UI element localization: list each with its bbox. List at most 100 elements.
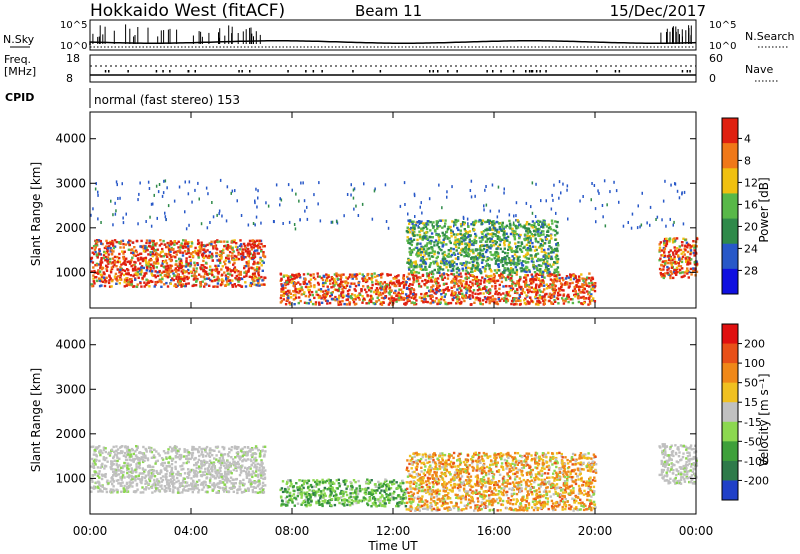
nave-dot: [530, 70, 533, 73]
scatter-cell: [436, 264, 440, 268]
scatter-cell: [137, 222, 139, 226]
scatter-cell: [380, 276, 383, 279]
scatter-cell: [261, 279, 264, 282]
scatter-cell: [413, 234, 416, 237]
scatter-cell: [467, 247, 471, 251]
scatter-cell: [458, 242, 461, 245]
scatter-cell: [515, 288, 519, 291]
scatter-cell: [282, 290, 285, 294]
scatter-cell: [551, 295, 554, 299]
scatter-cell: [256, 277, 259, 280]
scatter-cell: [514, 242, 517, 245]
scatter-cell: [557, 271, 560, 274]
scatter-cell: [179, 251, 182, 254]
scatter-cell: [681, 255, 685, 258]
scatter-cell: [528, 285, 531, 288]
scatter-cell: [287, 278, 290, 281]
scatter-cell: [148, 259, 151, 262]
scatter-cell: [375, 292, 378, 296]
scatter-cell: [412, 278, 416, 281]
scatter-cell: [153, 456, 157, 459]
scatter-cell: [521, 260, 525, 263]
scatter-cell: [460, 248, 463, 251]
scatter-cell: [465, 275, 468, 279]
scatter-cell: [438, 266, 441, 269]
scatter-cell: [224, 259, 227, 262]
scatter-cell: [156, 271, 159, 274]
scatter-cell: [385, 285, 389, 288]
scatter-cell: [537, 303, 540, 306]
scatter-cell: [528, 270, 531, 273]
scatter-cell: [379, 287, 382, 290]
scatter-cell: [222, 488, 225, 492]
scatter-cell: [224, 244, 227, 247]
scatter-cell: [149, 268, 152, 271]
scatter-cell: [170, 466, 174, 470]
scatter-cell: [560, 285, 563, 289]
scatter-cell: [543, 298, 547, 302]
scatter-cell: [105, 239, 108, 243]
scatter-cell: [441, 268, 445, 271]
scatter-cell: [130, 259, 133, 262]
scatter-cell: [370, 296, 373, 300]
scatter-cell: [426, 279, 429, 283]
scatter-cell: [537, 230, 540, 233]
scatter-cell: [550, 265, 553, 268]
scatter-cell: [659, 272, 662, 275]
scatter-cell: [374, 282, 378, 286]
scatter-cell: [340, 276, 343, 279]
scatter-cell: [212, 461, 216, 464]
scatter-cell: [208, 284, 211, 287]
scatter-cell: [280, 283, 283, 286]
scatter-cell: [460, 237, 463, 240]
scatter-cell: [189, 262, 192, 265]
scatter-cell: [451, 264, 454, 267]
scatter-cell: [456, 257, 460, 260]
scatter-cell: [509, 269, 513, 272]
scatter-cell: [590, 293, 593, 296]
scatter-cell: [377, 299, 381, 302]
scatter-cell: [501, 257, 504, 260]
scatter-cell: [540, 250, 543, 253]
scatter-cell: [313, 284, 316, 287]
scatter-cell: [194, 474, 197, 478]
scatter-cell: [190, 477, 193, 480]
scatter-cell: [436, 286, 439, 289]
scatter-cell: [219, 250, 222, 253]
scatter-cell: [171, 471, 175, 474]
scatter-cell: [180, 481, 183, 485]
scatter-cell: [97, 239, 101, 242]
scatter-cell: [253, 241, 257, 244]
scatter-cell: [327, 275, 330, 278]
scatter-cell: [187, 276, 190, 279]
scatter-cell: [395, 294, 398, 298]
scatter-cell: [597, 189, 599, 193]
scatter-cell: [418, 235, 422, 238]
scatter-cell: [417, 248, 420, 252]
scatter-cell: [155, 184, 158, 188]
scatter-cell: [416, 255, 419, 258]
scatter-cell: [161, 194, 164, 198]
scatter-cell: [548, 295, 551, 298]
scatter-cell: [319, 295, 322, 298]
colorbar-segment: [722, 243, 738, 270]
scatter-cell: [189, 258, 192, 262]
scatter-cell: [527, 227, 531, 230]
scatter-cell: [106, 245, 109, 248]
scatter-cell: [485, 229, 488, 232]
nave-dot: [432, 70, 434, 73]
scatter-cell: [446, 237, 449, 240]
scatter-cell: [432, 272, 435, 276]
scatter-cell: [443, 237, 446, 240]
scatter-cell: [98, 284, 102, 288]
scatter-cell: [421, 238, 424, 241]
scatter-cell: [131, 256, 134, 259]
scatter-cell: [431, 284, 435, 288]
scatter-cell: [579, 285, 582, 288]
scatter-cell: [115, 265, 118, 268]
scatter-cell: [441, 252, 444, 255]
scatter-cell: [342, 286, 345, 289]
scatter-cell: [442, 257, 445, 260]
scatter-cell: [476, 257, 480, 260]
